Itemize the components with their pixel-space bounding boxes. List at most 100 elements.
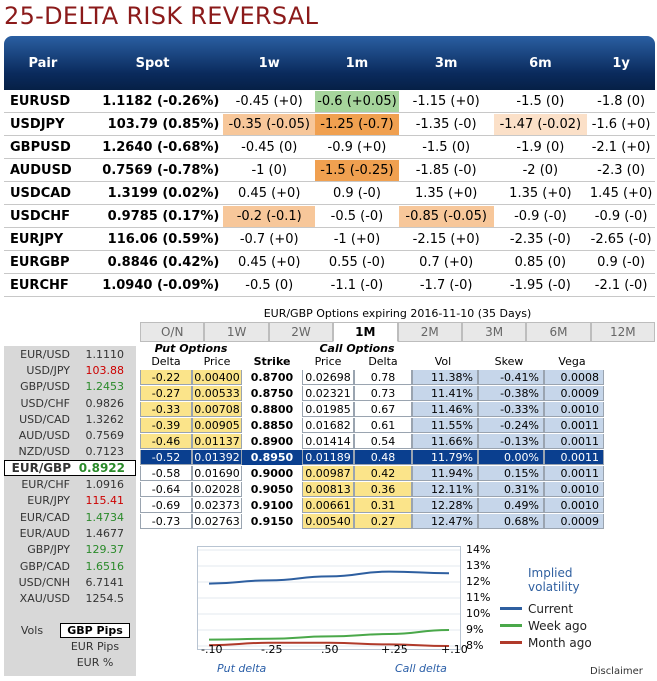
rr-1y-cell: 0.9 (-0)	[597, 254, 646, 270]
quote-value: 129.37	[85, 543, 125, 557]
call-options-label: Call Options	[319, 342, 395, 355]
option-row[interactable]: -0.33 0.00708 0.8800 0.01985 0.67 11.46% -0.33…	[140, 401, 655, 417]
rr-3m-cell: -1.35 (-0)	[415, 116, 477, 132]
option-row[interactable]: -0.52 0.01392 0.8950 0.01189 0.48 11.79% 0.00%…	[140, 449, 655, 465]
quote-row[interactable]: EUR/CHF 1.0916	[4, 476, 136, 492]
risk-reversal-table: Pair Spot 1w 1m 3m 6m 1y EURUSD 1.1182 (-…	[4, 36, 655, 297]
y-tick-label: 8%	[466, 639, 484, 652]
table-row[interactable]: EURUSD 1.1182 (-0.26%) -0.45 (+0) -0.6 (+0.…	[4, 90, 655, 113]
pair-cell: AUDUSD	[10, 162, 72, 178]
quote-row[interactable]: GBP/JPY 129.37	[4, 542, 136, 558]
strike-cell: 0.8800	[250, 402, 294, 416]
col-strike: Strike	[253, 355, 291, 368]
col-3m[interactable]: 3m	[434, 55, 458, 71]
option-row[interactable]: -0.73 0.02763 0.9150 0.00540 0.27 12.47% 0.68%…	[140, 513, 655, 529]
eur-pct-option[interactable]: EUR %	[76, 655, 114, 669]
call-price-cell: 0.01414	[302, 433, 354, 449]
quote-row[interactable]: GBP/USD 1.2453	[4, 379, 136, 395]
quote-row[interactable]: USD/CAD 1.3262	[4, 411, 136, 427]
rr-6m-cell: 1.35 (+0)	[509, 185, 572, 201]
skew-cell: 0.15%	[478, 465, 544, 481]
option-row[interactable]: -0.27 0.00533 0.8750 0.02321 0.73 11.41% -0.38…	[140, 385, 655, 401]
option-row[interactable]: -0.46 0.01137 0.8900 0.01414 0.54 11.66% -0.13…	[140, 433, 655, 449]
table-row[interactable]: EURCHF 1.0940 (-0.09%) -0.5 (0) -1.1 (-0) -1…	[4, 274, 655, 297]
table-row[interactable]: USDCHF 0.9785 (0.17%) -0.2 (-0.1) -0.5 (-0)…	[4, 205, 655, 228]
vega-cell: 0.0011	[544, 449, 604, 465]
col-spot[interactable]: Spot	[135, 55, 170, 71]
pair-cell: EURGBP	[10, 254, 70, 270]
option-row[interactable]: -0.64 0.02028 0.9050 0.00813 0.36 12.11% 0.31%…	[140, 481, 655, 497]
option-row[interactable]: -0.39 0.00905 0.8850 0.01682 0.61 11.55% -0.24…	[140, 417, 655, 433]
col-6m[interactable]: 6m	[529, 55, 552, 71]
option-row[interactable]: -0.69 0.02373 0.9100 0.00661 0.31 12.28% 0.49%…	[140, 497, 655, 513]
rr-1y-cell: 1.45 (+0)	[589, 185, 653, 201]
quote-row[interactable]: EUR/USD 1.1110	[4, 346, 136, 362]
table-row[interactable]: GBPUSD 1.2640 (-0.68%) -0.45 (0) -0.9 (+0) -…	[4, 136, 655, 159]
eur-pips-option[interactable]: EUR Pips	[70, 639, 120, 653]
quote-row[interactable]: NZD/USD 0.7123	[4, 444, 136, 460]
rr-1y-cell: -2.1 (+0)	[591, 139, 651, 155]
table-row[interactable]: USDCAD 1.3199 (0.02%) 0.45 (+0) 0.9 (-0) 1.3…	[4, 182, 655, 205]
strike-cell: 0.8750	[250, 386, 294, 400]
col-pair[interactable]: Pair	[28, 55, 58, 71]
vols-label: Vols	[20, 623, 44, 637]
table-row[interactable]: AUDUSD 0.7569 (-0.78%) -1 (0) -1.5 (-0.25) -…	[4, 159, 655, 182]
quote-value: 0.9826	[85, 396, 125, 410]
spot-cell: 0.8846 (0.42%)	[107, 254, 220, 270]
tab-12m[interactable]: 12M	[590, 322, 655, 342]
col-1y[interactable]: 1y	[612, 55, 630, 71]
spot-cell: 103.79 (0.85%)	[107, 116, 220, 132]
rr-1m-cell: -0.6 (+0.05)	[315, 90, 399, 112]
quote-row[interactable]: EUR/GBP 0.8922	[4, 460, 136, 477]
quote-row[interactable]: USD/CNH 6.7141	[4, 574, 136, 590]
quote-pair: USD/JPY	[26, 363, 70, 377]
tab-3m[interactable]: 3M	[461, 322, 527, 342]
put-delta-cell: -0.22	[140, 369, 192, 385]
quote-value: 0.7123	[85, 445, 125, 459]
vol-cell: 12.47%	[412, 513, 478, 529]
col-1w[interactable]: 1w	[258, 55, 280, 71]
put-delta-label: Put delta	[217, 662, 267, 675]
option-row[interactable]: -0.58 0.01690 0.9000 0.00987 0.42 11.94% 0.15%…	[140, 465, 655, 481]
quote-row[interactable]: EUR/JPY 115.41	[4, 493, 136, 509]
vega-cell: 0.0009	[544, 385, 604, 401]
rr-1y-cell: -1.8 (0)	[597, 93, 646, 109]
call-price-cell: 0.00987	[302, 465, 354, 481]
table-row[interactable]: USDJPY 103.79 (0.85%) -0.35 (-0.05) -1.25 (…	[4, 113, 655, 136]
tab-2w[interactable]: 2W	[268, 322, 334, 342]
rr-6m-cell: -1.5 (0)	[516, 93, 565, 109]
tab-on[interactable]: O/N	[140, 322, 205, 342]
legend-swatch	[500, 624, 522, 627]
tab-1w[interactable]: 1W	[204, 322, 269, 342]
put-price-cell: 0.02373	[192, 497, 242, 513]
gbp-pips-option[interactable]: GBP Pips	[60, 622, 130, 638]
quote-row[interactable]: EUR/CAD 1.4734	[4, 509, 136, 525]
skew-cell: 0.00%	[478, 449, 544, 465]
vega-cell: 0.0011	[544, 465, 604, 481]
rr-3m-cell: 1.35 (+0)	[414, 185, 478, 201]
disclaimer-link[interactable]: Disclaimer	[590, 666, 643, 677]
quote-row[interactable]: GBP/CAD 1.6516	[4, 558, 136, 574]
tab-2m[interactable]: 2M	[397, 322, 462, 342]
rr-1w-cell: 0.45 (+0)	[238, 185, 301, 201]
quote-row[interactable]: USD/CHF 0.9826	[4, 395, 136, 411]
rr-6m-cell: -2.35 (-0)	[509, 231, 571, 247]
skew-cell: -0.38%	[478, 385, 544, 401]
tab-6m[interactable]: 6M	[526, 322, 591, 342]
vega-cell: 0.0011	[544, 417, 604, 433]
tab-1m[interactable]: 1M	[333, 322, 398, 342]
call-delta-cell: 0.31	[354, 497, 412, 513]
put-price-cell: 0.02028	[192, 481, 242, 497]
table-row[interactable]: EURGBP 0.8846 (0.42%) 0.45 (+0) 0.55 (-0) 0.…	[4, 251, 655, 274]
quote-pair: XAU/USD	[19, 592, 70, 606]
quote-row[interactable]: AUD/USD 0.7569	[4, 427, 136, 443]
col-1m[interactable]: 1m	[345, 55, 369, 71]
quote-row[interactable]: EUR/AUD 1.4677	[4, 525, 136, 541]
x-tick-label: +.25	[381, 643, 408, 656]
put-delta-cell: -0.52	[140, 449, 192, 465]
call-price-cell: 0.02698	[302, 369, 354, 385]
quote-row[interactable]: USD/JPY 103.88	[4, 362, 136, 378]
option-row[interactable]: -0.22 0.00400 0.8700 0.02698 0.78 11.38% -0.41…	[140, 369, 655, 385]
quote-row[interactable]: XAU/USD 1254.5	[4, 590, 136, 606]
table-row[interactable]: EURJPY 116.06 (0.59%) -0.7 (+0) -1 (+0) -2.1…	[4, 228, 655, 251]
